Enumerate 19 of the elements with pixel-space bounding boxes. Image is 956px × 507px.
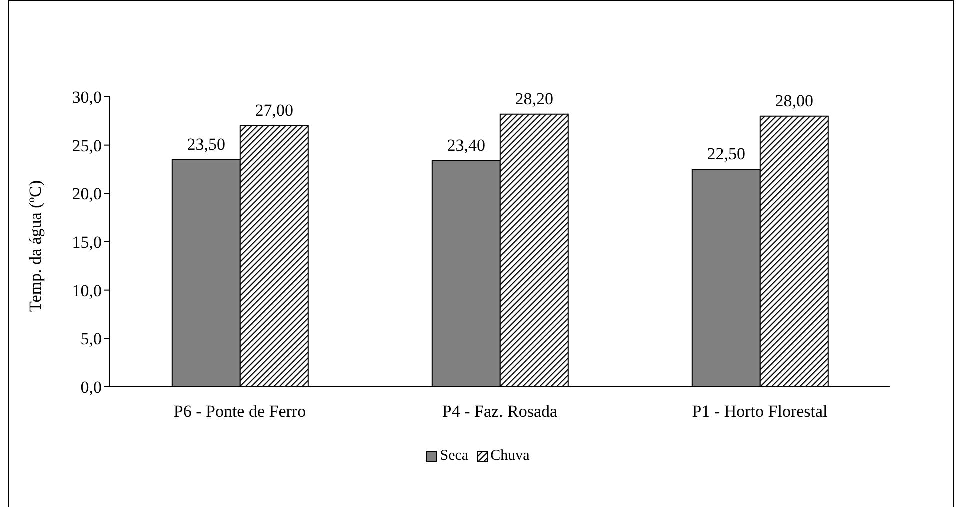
y-tick-label: 25,0: [72, 136, 102, 156]
y-tick-label: 15,0: [72, 233, 102, 252]
x-tick-label: P1 - Horto Florestal: [692, 402, 828, 422]
x-tick-label: P6 - Ponte de Ferro: [174, 402, 306, 422]
legend-label: Seca: [439, 448, 469, 465]
y-tick-label: 20,0: [72, 184, 102, 204]
data-label: 27,00: [255, 101, 294, 120]
y-tick-label: 30,0: [72, 88, 102, 108]
y-tick-label: 0,0: [80, 378, 102, 398]
y-tick-label: 10,0: [72, 281, 102, 300]
data-label: 23,40: [447, 136, 486, 155]
data-label: 22,50: [707, 144, 746, 164]
data-label: 28,00: [775, 91, 814, 110]
data-label: 28,20: [515, 89, 554, 108]
data-label: 23,50: [187, 134, 226, 154]
y-tick-label: 5,0: [80, 330, 102, 349]
legend-label: Chuva: [490, 448, 530, 465]
x-tick-label: P4 - Faz. Rosada: [442, 402, 558, 422]
y-axis-title: Temp. da água (ºC): [26, 180, 46, 312]
